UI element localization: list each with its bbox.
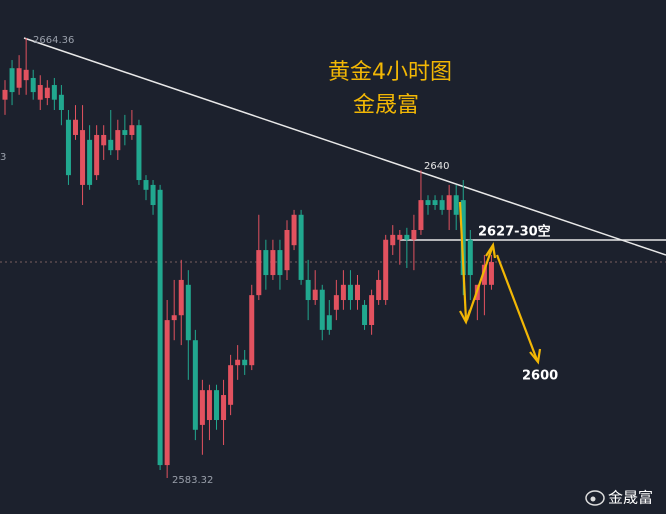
arrow (495, 254, 539, 361)
candle-body (397, 234, 403, 240)
low-label: 2583.32 (172, 475, 213, 486)
candle-body (115, 130, 121, 151)
candle-body (242, 359, 248, 366)
candle-body (390, 234, 396, 246)
arrow-head (485, 241, 497, 259)
candle-body (312, 289, 318, 301)
candle-body (284, 229, 290, 271)
candle-body (2, 89, 8, 100)
candle-body (65, 119, 71, 176)
candle-body (16, 68, 22, 88)
candle-body (481, 264, 487, 285)
candle-body (9, 68, 15, 93)
arrows (458, 201, 542, 365)
candle-body (439, 200, 445, 210)
candle-body (143, 180, 149, 190)
candle-body (298, 214, 304, 280)
candle-body (432, 200, 438, 206)
candle-body (108, 139, 114, 151)
candle-body (319, 289, 325, 330)
candle-body (164, 320, 170, 466)
arrow-head (529, 348, 542, 365)
candle-body (30, 77, 36, 93)
chart-title: 黄金4小时图 (328, 60, 452, 85)
candle-body (326, 315, 332, 330)
candle-body (87, 139, 93, 185)
candle-body (235, 359, 241, 366)
watermark-icon (590, 496, 596, 502)
candle-body (340, 284, 346, 301)
candle-body (446, 195, 452, 210)
candle-body (411, 229, 417, 240)
candle-body (277, 250, 283, 276)
peak-label: 2640 (424, 161, 449, 172)
candle-body (51, 85, 57, 100)
candle-body (404, 234, 410, 240)
candles (2, 38, 494, 479)
candle-body (136, 125, 142, 181)
candle-body (305, 279, 311, 301)
watermark: 金晟富 (585, 489, 653, 507)
edge-label: 3 (0, 152, 6, 163)
candle-body (383, 239, 389, 301)
candle-body (347, 284, 353, 301)
candle-body (214, 390, 219, 421)
candle-body (129, 125, 135, 135)
candle-body (256, 250, 262, 296)
candle-body (157, 189, 163, 466)
candle-body (453, 195, 459, 215)
candle-body (178, 279, 184, 316)
candle-body (171, 315, 177, 321)
candle-body (221, 395, 227, 421)
candle-body (192, 340, 198, 430)
target-label: 2600 (522, 369, 558, 384)
candle-body (333, 295, 339, 310)
candle-body (369, 295, 375, 326)
resistance-label: 2627-30空 (478, 224, 551, 240)
candle-body (37, 85, 43, 100)
candle-body (418, 200, 424, 230)
candle-body (94, 134, 100, 176)
candle-body (185, 284, 191, 341)
candle-body (44, 87, 50, 99)
arrow (458, 201, 468, 321)
candle-body (228, 365, 234, 405)
candle-body (362, 304, 368, 326)
candle-body (150, 184, 156, 206)
arrow (465, 247, 494, 321)
candle-body (488, 262, 494, 285)
high-label: 2664.36 (33, 35, 74, 46)
watermark-icon (585, 490, 605, 506)
watermark-text: 金晟富 (608, 489, 653, 507)
chart-subtitle: 金晟富 (353, 93, 419, 118)
candle-body (291, 214, 297, 246)
candle-body (376, 279, 382, 301)
candle-body (467, 239, 473, 276)
candle-body (355, 284, 360, 301)
candle-body (460, 200, 466, 276)
candle-body (425, 200, 431, 206)
candle-body (58, 94, 64, 110)
candle-body (122, 130, 128, 135)
candle-body (23, 69, 29, 81)
candle-body (249, 295, 255, 366)
candle-body (101, 134, 107, 146)
candle-body (80, 130, 86, 185)
candle-body (263, 250, 269, 276)
candle-body (206, 390, 212, 421)
candle-body (73, 119, 78, 135)
candle-body (199, 390, 205, 425)
trend-line (23, 37, 666, 256)
candle-body (270, 250, 276, 276)
